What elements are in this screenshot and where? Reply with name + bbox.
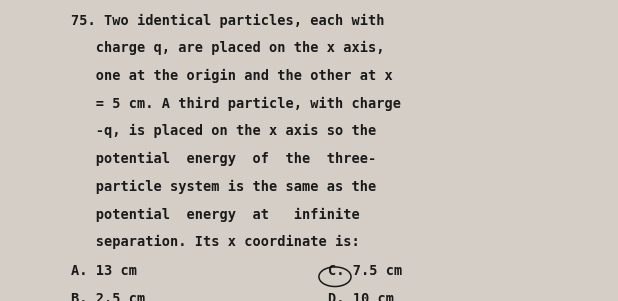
Text: A. 13 cm: A. 13 cm xyxy=(71,264,137,278)
Text: -q, is placed on the x axis so the: -q, is placed on the x axis so the xyxy=(71,124,376,138)
Text: C. 7.5 cm: C. 7.5 cm xyxy=(328,264,402,278)
Text: = 5 cm. A third particle, with charge: = 5 cm. A third particle, with charge xyxy=(71,97,401,111)
Text: 75. Two identical particles, each with: 75. Two identical particles, each with xyxy=(71,14,384,28)
Text: charge q, are placed on the x axis,: charge q, are placed on the x axis, xyxy=(71,41,384,55)
Text: potential  energy  of  the  three-: potential energy of the three- xyxy=(71,152,376,166)
Text: separation. Its x coordinate is:: separation. Its x coordinate is: xyxy=(71,235,360,249)
Text: D. 10 cm: D. 10 cm xyxy=(328,292,394,301)
Text: B. 2.5 cm: B. 2.5 cm xyxy=(71,292,145,301)
Text: one at the origin and the other at x: one at the origin and the other at x xyxy=(71,69,393,83)
Text: potential  energy  at   infinite: potential energy at infinite xyxy=(71,207,360,222)
Text: particle system is the same as the: particle system is the same as the xyxy=(71,180,376,194)
